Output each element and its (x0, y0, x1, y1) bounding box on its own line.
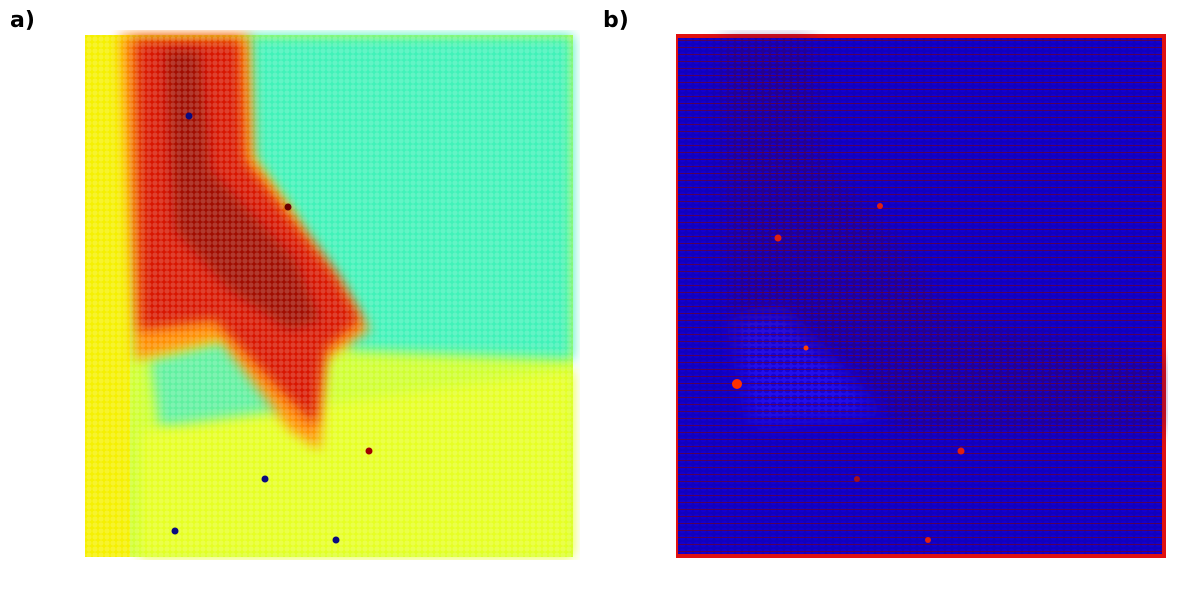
outlier-point (171, 527, 179, 535)
outlier-point (284, 203, 292, 211)
outlier-point (732, 379, 742, 389)
panel-b-outlier-points (732, 203, 965, 543)
outlier-point (925, 537, 931, 543)
outlier-point (261, 475, 269, 483)
panel-a-outlier-points (171, 112, 373, 544)
outlier-point (957, 447, 965, 455)
outlier-point (774, 234, 782, 242)
panel-a-dot-texture (85, 35, 573, 557)
outlier-point (185, 112, 193, 120)
panel-b-label: b) (603, 8, 629, 33)
panel-a-heatmap (85, 35, 573, 557)
outlier-point (854, 476, 860, 482)
outlier-point (803, 345, 809, 351)
outlier-point (877, 203, 883, 209)
outlier-point (332, 536, 340, 544)
panel-a-label: a) (10, 8, 35, 33)
panel-b-grid-texture (678, 38, 1162, 554)
panel-b-vector-map (676, 34, 1166, 558)
outlier-point (365, 447, 373, 455)
